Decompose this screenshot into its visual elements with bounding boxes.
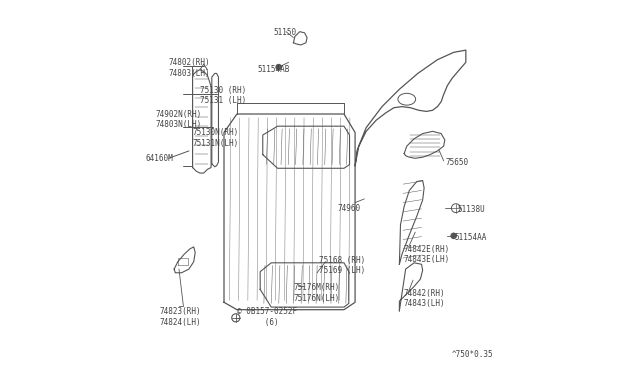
Text: 74802(RH)
74803(LH): 74802(RH) 74803(LH) (168, 58, 211, 77)
Text: 51154AB: 51154AB (257, 65, 290, 74)
Text: 74842(RH)
74843(LH): 74842(RH) 74843(LH) (403, 289, 445, 308)
Circle shape (276, 64, 281, 70)
Text: 75176M(RH)
75176N(LH): 75176M(RH) 75176N(LH) (293, 283, 340, 303)
Text: 51154AA: 51154AA (455, 233, 487, 242)
Text: 75168 (RH)
75169 (LH): 75168 (RH) 75169 (LH) (319, 256, 365, 275)
Text: © 0B157-0252F
      (6): © 0B157-0252F (6) (237, 307, 297, 327)
Text: 74842E(RH)
74843E(LH): 74842E(RH) 74843E(LH) (403, 245, 449, 264)
Text: 75130N(RH)
75131N(LH): 75130N(RH) 75131N(LH) (193, 128, 239, 148)
Text: 51150: 51150 (274, 28, 297, 37)
Text: 74960: 74960 (338, 203, 361, 213)
Text: 64160M: 64160M (146, 154, 173, 163)
Text: 75650: 75650 (445, 157, 468, 167)
Text: 74823(RH)
74824(LH): 74823(RH) 74824(LH) (159, 307, 201, 327)
Text: 75130 (RH)
75131 (LH): 75130 (RH) 75131 (LH) (200, 86, 246, 105)
Circle shape (451, 233, 456, 238)
Text: 51138U: 51138U (458, 205, 485, 215)
Text: 74902N(RH)
74803N(LH): 74902N(RH) 74803N(LH) (156, 110, 202, 129)
Text: ^750*0.35: ^750*0.35 (452, 350, 493, 359)
